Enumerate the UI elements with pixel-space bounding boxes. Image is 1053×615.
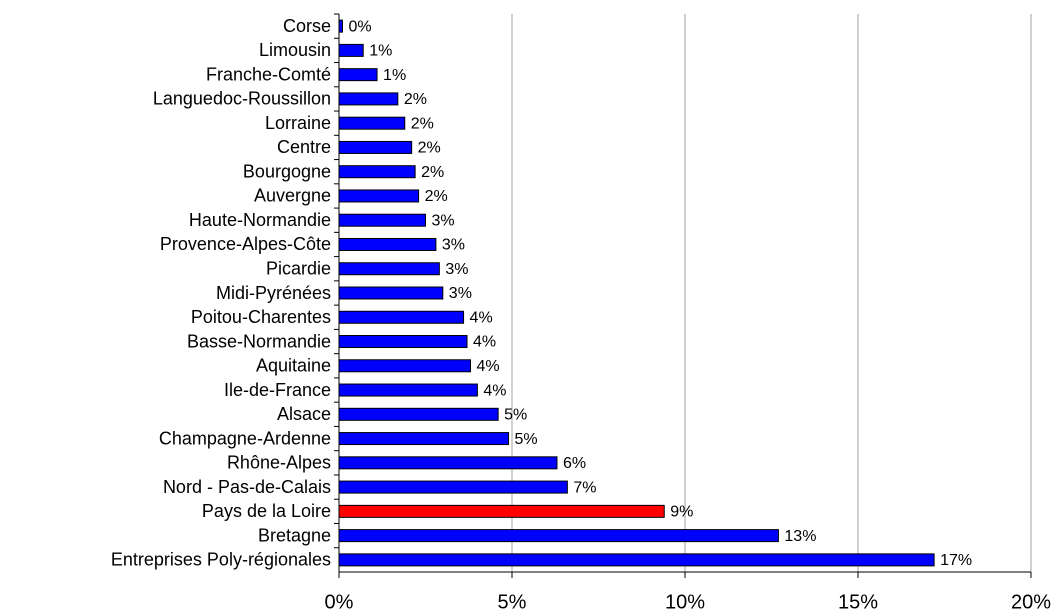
data-label: 1% — [383, 67, 406, 84]
bar — [338, 140, 413, 154]
y-tick-label: Corse — [283, 16, 331, 36]
y-tick-label: Franche-Comté — [206, 64, 331, 84]
x-tick-label: 5% — [498, 591, 527, 613]
data-label: 6% — [563, 455, 586, 472]
bar — [338, 92, 399, 106]
bar — [338, 116, 406, 130]
bar — [338, 237, 437, 251]
data-label: 13% — [784, 528, 816, 545]
y-tick-label: Rhône-Alpes — [227, 453, 331, 473]
bar — [338, 456, 558, 470]
bar — [338, 432, 510, 446]
data-label: 4% — [483, 382, 506, 399]
data-label: 2% — [425, 188, 448, 205]
y-tick-label: Bourgogne — [243, 161, 331, 181]
bar — [338, 359, 471, 373]
data-label: 0% — [348, 18, 371, 35]
bar — [338, 407, 499, 421]
bar — [338, 553, 935, 567]
data-label: 4% — [470, 309, 493, 326]
bar — [338, 383, 478, 397]
y-tick-label: Ile-de-France — [224, 380, 331, 400]
bar — [338, 213, 426, 227]
bar — [338, 19, 343, 33]
bar — [338, 480, 568, 494]
bar — [338, 262, 440, 276]
bar — [338, 189, 420, 203]
y-tick-label: Haute-Normandie — [189, 210, 331, 230]
data-label: 3% — [445, 261, 468, 278]
bar — [338, 43, 364, 57]
data-label: 5% — [515, 431, 538, 448]
data-label: 2% — [404, 91, 427, 108]
y-tick-label: Basse-Normandie — [187, 331, 331, 351]
bar — [338, 529, 779, 543]
y-tick-label: Aquitaine — [256, 356, 331, 376]
y-tick-label: Pays de la Loire — [202, 501, 331, 521]
data-label: 5% — [504, 407, 527, 424]
y-tick-label: Poitou-Charentes — [191, 307, 331, 327]
x-tick-label: 20% — [1011, 591, 1051, 613]
data-label: 2% — [411, 115, 434, 132]
x-tick-label: 15% — [838, 591, 878, 613]
y-tick-label: Auvergne — [254, 186, 331, 206]
data-label: 2% — [421, 164, 444, 181]
x-tick-label: 0% — [325, 591, 354, 613]
y-tick-label: Limousin — [259, 40, 331, 60]
data-label: 3% — [449, 285, 472, 302]
y-tick-label: Entreprises Poly-régionales — [111, 550, 331, 570]
y-tick-label: Alsace — [277, 404, 331, 424]
y-tick-label: Nord - Pas-de-Calais — [163, 477, 331, 497]
bar — [338, 286, 444, 300]
bar — [338, 310, 465, 324]
y-tick-label: Languedoc-Roussillon — [153, 89, 331, 109]
data-label: 17% — [940, 552, 972, 569]
bar — [338, 335, 468, 349]
data-label: 3% — [432, 212, 455, 229]
data-label: 4% — [476, 358, 499, 375]
x-tick-label: 10% — [665, 591, 705, 613]
bar — [338, 504, 665, 518]
y-tick-label: Bretagne — [258, 525, 331, 545]
y-tick-label: Lorraine — [265, 113, 331, 133]
data-label: 3% — [442, 237, 465, 254]
y-tick-label: Picardie — [266, 258, 331, 278]
y-tick-label: Centre — [277, 137, 331, 157]
bar — [338, 68, 378, 82]
data-label: 9% — [670, 504, 693, 521]
y-tick-label: Provence-Alpes-Côte — [160, 234, 331, 254]
y-tick-label: Midi-Pyrénées — [216, 283, 331, 303]
y-tick-label: Champagne-Ardenne — [159, 428, 331, 448]
data-label: 1% — [369, 43, 392, 60]
data-label: 7% — [573, 479, 596, 496]
data-label: 2% — [418, 140, 441, 157]
data-label: 4% — [473, 334, 496, 351]
bar — [338, 165, 416, 179]
